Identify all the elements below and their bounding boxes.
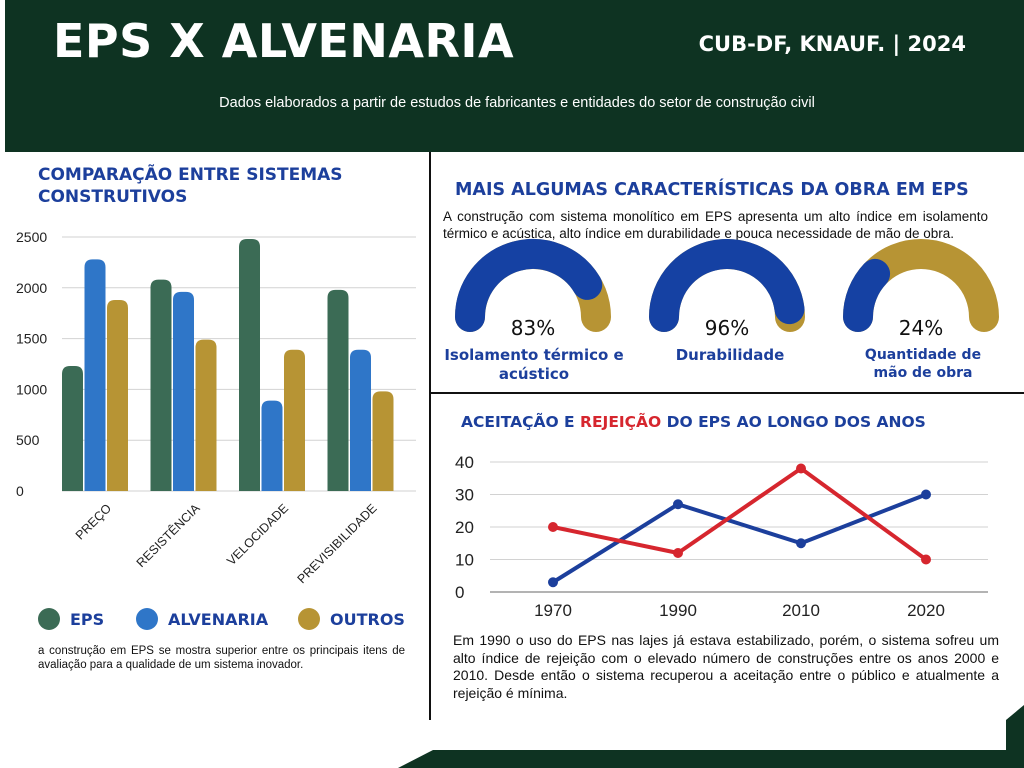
- gauge-value-0: 83%: [511, 316, 555, 340]
- gauge-value-1: 96%: [705, 316, 749, 340]
- bar-alvenaria-2: [261, 400, 283, 491]
- bar-legend: EPS ALVENARIA OUTROS: [38, 608, 418, 632]
- gauge-label-isolamento: Isolamento térmico e acústico: [444, 346, 624, 383]
- vertical-divider: [429, 152, 431, 720]
- line-x-tick-label: 2010: [782, 601, 820, 620]
- line-x-tick-label: 1970: [534, 601, 572, 620]
- bar-chart-description: a construção em EPS se mostra superior e…: [38, 645, 405, 671]
- bar-y-tick-label: 2000: [16, 280, 47, 296]
- bar-x-tick-label: RESISTÊNCIA: [133, 500, 203, 570]
- source-label: CUB-DF, KNAUF. | 2024: [698, 32, 966, 56]
- gauge-fill-2: [843, 258, 891, 332]
- gauge-label-durabilidade: Durabilidade: [675, 346, 785, 364]
- bar-y-tick-label: 2500: [16, 229, 47, 245]
- legend-item-eps: EPS: [38, 608, 104, 630]
- bar-outros-0: [107, 299, 128, 491]
- line-x-tick-label: 2020: [907, 601, 945, 620]
- horizontal-divider: [431, 392, 1024, 394]
- line-series-rejeicao-point-1: [673, 548, 683, 558]
- bar-x-tick-label: PREÇO: [73, 501, 115, 543]
- line-series-aceitacao-point-1: [673, 499, 683, 510]
- bar-eps-3: [327, 289, 349, 491]
- bar-y-tick-label: 500: [16, 432, 40, 448]
- bar-alvenaria-1: [173, 291, 194, 491]
- legend-dot-alvenaria: [136, 608, 158, 630]
- legend-dot-eps: [38, 608, 60, 630]
- line-y-tick-label: 10: [455, 551, 474, 570]
- line-y-tick-label: 30: [455, 486, 474, 505]
- legend-item-alvenaria: ALVENARIA: [136, 608, 268, 630]
- page-title: EPS X ALVENARIA: [53, 14, 515, 68]
- line-y-tick-label: 40: [455, 453, 474, 472]
- legend-item-outros: OUTROS: [298, 608, 405, 630]
- bar-y-tick-label: 0: [16, 483, 24, 499]
- bar-eps-0: [62, 366, 83, 491]
- line-series-rejeicao-point-2: [796, 463, 806, 474]
- line-title-part3: DO EPS AO LONGO DOS ANOS: [661, 413, 926, 431]
- line-y-tick-label: 0: [455, 583, 464, 602]
- bar-y-tick-label: 1000: [16, 381, 47, 397]
- gauge-charts: 83% 96% 24%: [455, 239, 999, 340]
- line-series-aceitacao-point-2: [796, 538, 806, 549]
- line-series-aceitacao: [551, 492, 927, 584]
- line-series-rejeicao-point-3: [921, 554, 931, 565]
- legend-label-eps: EPS: [70, 609, 105, 629]
- legend-dot-outros: [298, 608, 320, 630]
- line-chart-description: Em 1990 o uso do EPS nas lajes já estava…: [453, 632, 999, 701]
- line-title-part1: ACEITAÇÃO E: [461, 413, 581, 431]
- bar-chart: 2500 2000 1500 1000 500 0 PREÇO RESISTÊNCIA VELO…: [16, 229, 416, 586]
- footer-corner: [1006, 705, 1024, 768]
- line-series-rejeicao-point-0: [548, 522, 558, 532]
- gauge-section-title: MAIS ALGUMAS CARACTERÍSTICAS DA OBRA EM …: [455, 180, 969, 200]
- bar-chart-title: COMPARAÇÃO ENTRE SISTEMAS CONSTRUTIVOS: [38, 165, 343, 207]
- line-series-aceitacao-point-0: [548, 577, 558, 588]
- line-chart-title: ACEITAÇÃO E REJEIÇÃO DO EPS AO LONGO DOS…: [461, 413, 926, 431]
- gauge-section-description: A construção com sistema monolítico em E…: [443, 209, 988, 241]
- bar-alvenaria-0: [84, 259, 106, 491]
- line-x-tick-label: 1990: [659, 601, 697, 620]
- gauge-fill-0: [455, 239, 603, 332]
- footer-band: [398, 750, 1024, 768]
- bar-y-tick-label: 1500: [16, 331, 47, 347]
- gauge-value-2: 24%: [899, 316, 943, 340]
- line-series-aceitacao-point-3: [921, 489, 931, 500]
- bar-eps-1: [150, 279, 172, 491]
- bar-alvenaria-3: [350, 349, 371, 491]
- gauge-fill-1: [649, 239, 805, 332]
- line-y-tick-label: 20: [455, 518, 474, 537]
- legend-label-outros: OUTROS: [330, 609, 405, 629]
- gauge-label-mao-de-obra: Quantidade de mão de obra: [864, 347, 982, 381]
- line-title-rejeicao: REJEIÇÃO: [580, 413, 662, 431]
- header-banner: EPS X ALVENARIA CUB-DF, KNAUF. | 2024 Da…: [5, 0, 1024, 152]
- bar-outros-2: [284, 349, 305, 491]
- bar-x-tick-label: VELOCIDADE: [224, 501, 291, 568]
- bar-x-tick-label: PREVISIBILIDADE: [295, 501, 380, 586]
- line-series-rejeicao: [552, 466, 928, 562]
- page-subtitle: Dados elaborados a partir de estudos de …: [219, 95, 815, 111]
- bar-outros-3: [372, 391, 394, 491]
- bar-eps-2: [239, 239, 260, 491]
- bar-outros-1: [195, 339, 217, 491]
- legend-label-alvenaria: ALVENARIA: [168, 609, 269, 629]
